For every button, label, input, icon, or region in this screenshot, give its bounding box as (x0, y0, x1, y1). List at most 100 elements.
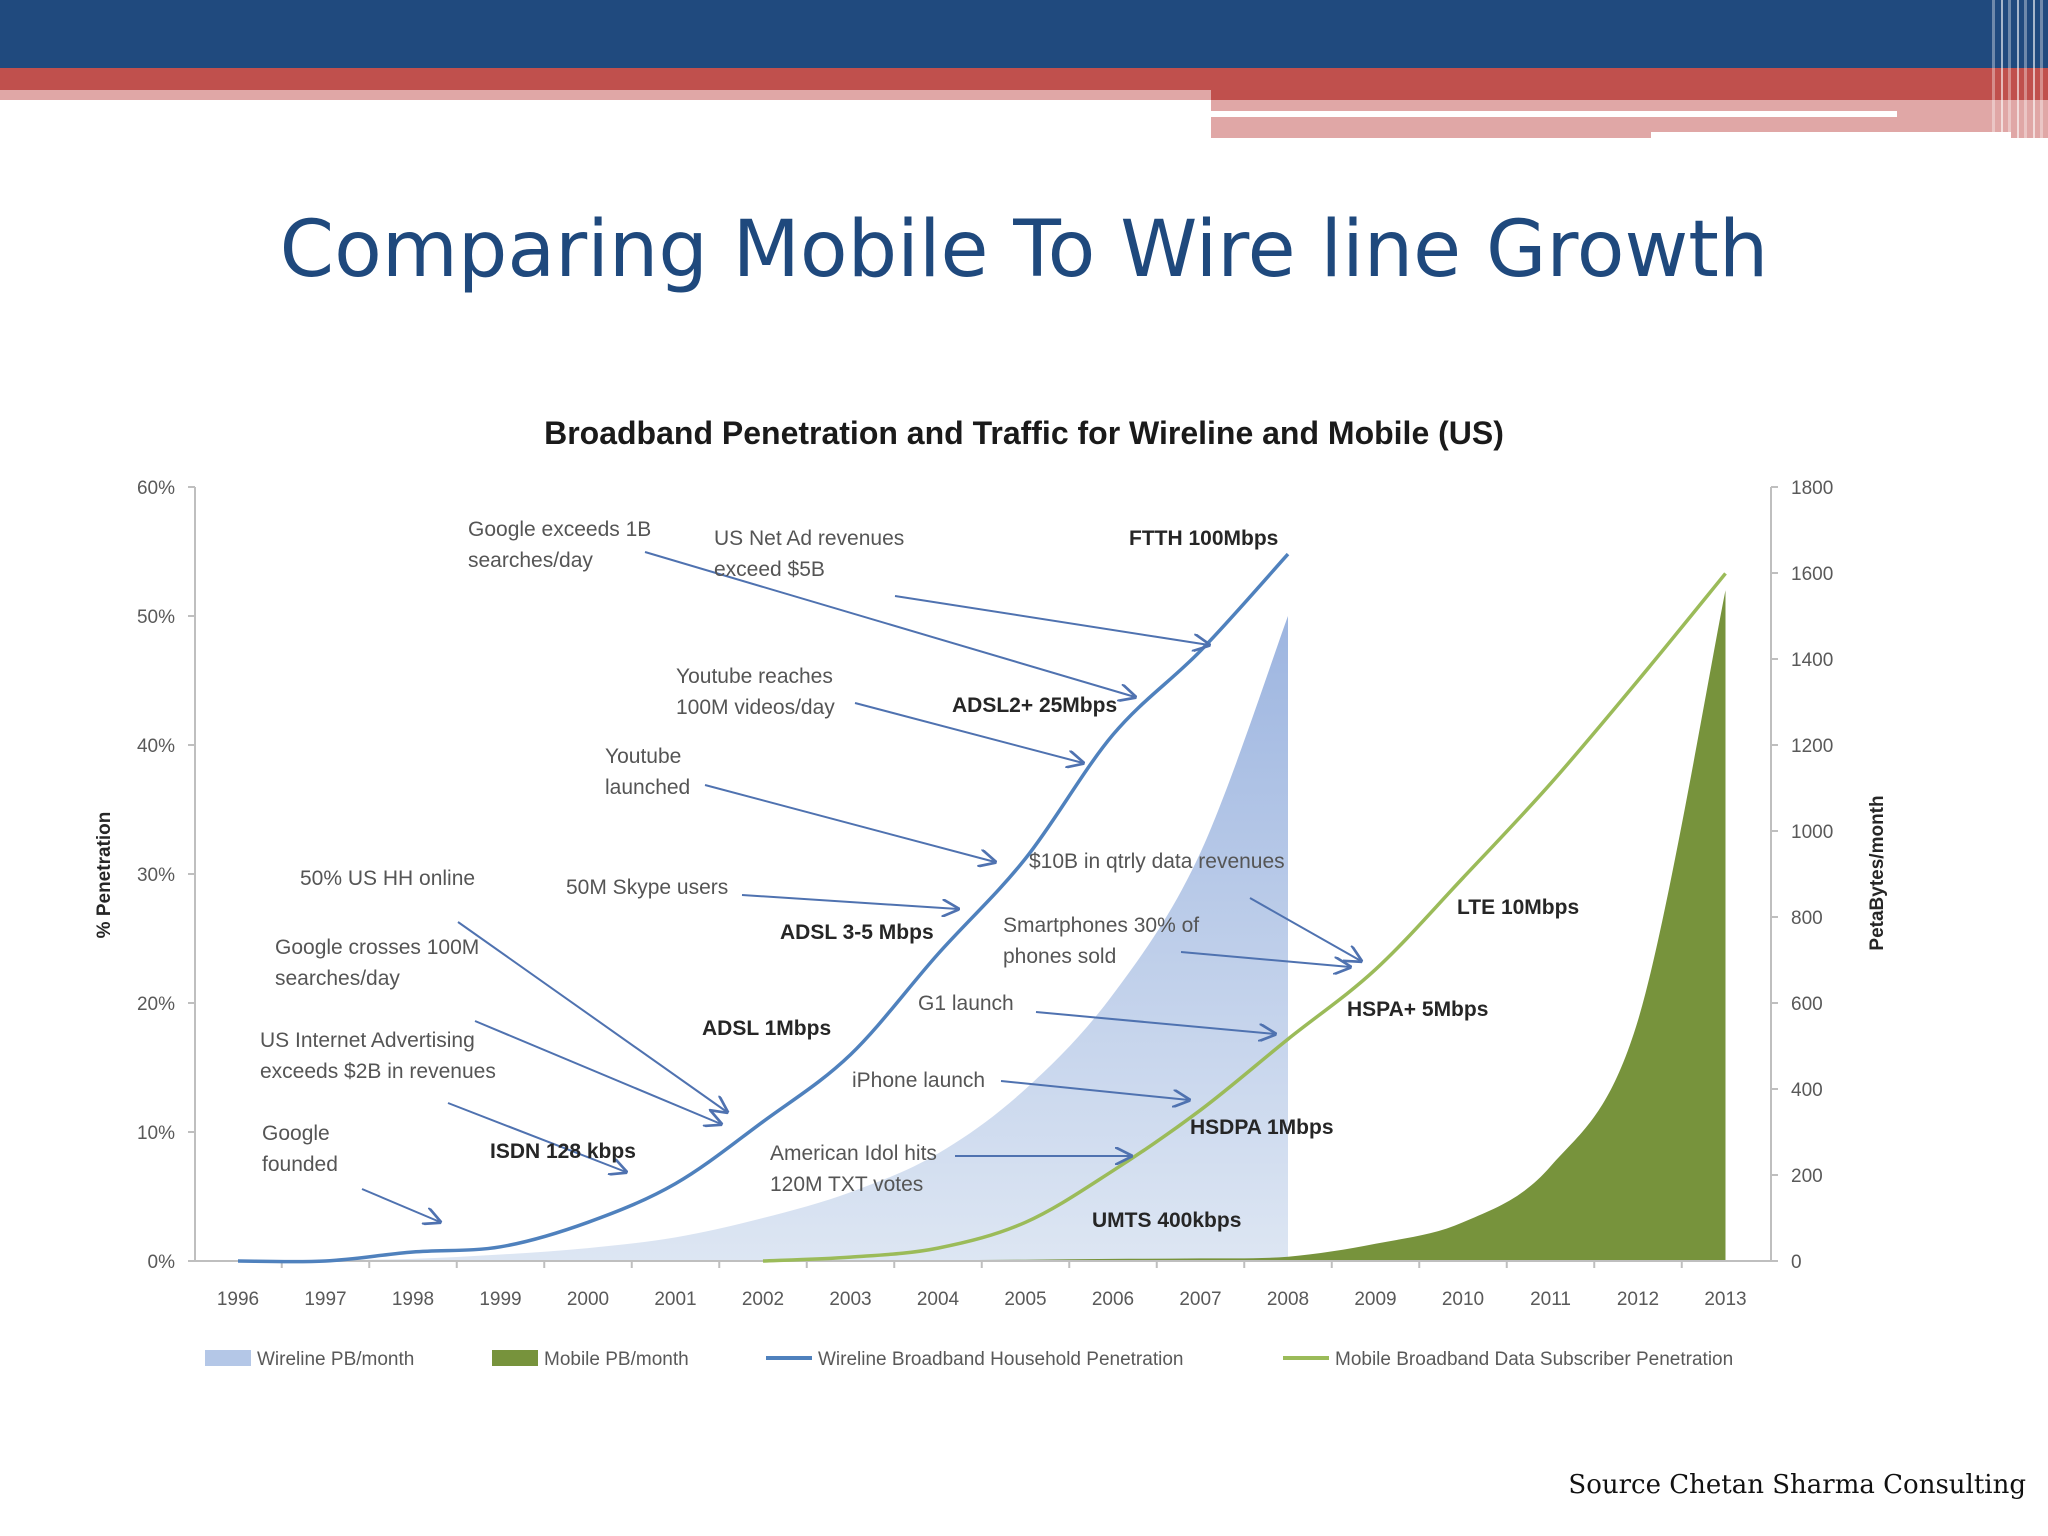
legend: Wireline PB/month Mobile PB/month Wireline… (205, 1349, 1733, 1370)
x-tick-label: 2011 (1530, 1289, 1571, 1310)
x-tick-label: 1999 (479, 1289, 521, 1310)
tech-label-umts: UMTS 400kbps (1092, 1209, 1241, 1232)
annotation-smartphones: Smartphones 30% of (1003, 914, 1199, 937)
annotation-arrow (854, 702, 1083, 763)
y2-tick-label: 1600 (1791, 564, 1833, 585)
annotation-hh_online: 50% US HH online (300, 867, 475, 890)
annotation-data_revenues: $10B in qtrly data revenues (1029, 850, 1285, 873)
annotation-arrow (361, 1188, 440, 1222)
y-tick-label: 30% (137, 865, 175, 886)
y2-tick-label: 1200 (1791, 736, 1833, 757)
y2-tick-label: 200 (1791, 1166, 1823, 1187)
y-tick-label: 20% (137, 994, 175, 1015)
annotation-google_1b: Google exceeds 1B (468, 518, 651, 541)
header-white-line (1211, 111, 1897, 117)
annotation-youtube_launched: Youtube (605, 745, 681, 768)
line-series (237, 552, 1727, 1264)
y-tick-label: 50% (137, 607, 175, 628)
y-axis-label: % Penetration (94, 812, 115, 939)
x-tick-label: 2009 (1354, 1289, 1396, 1310)
legend-label: Mobile PB/month (544, 1349, 689, 1370)
chart-title: Broadband Penetration and Traffic for Wi… (544, 415, 1504, 451)
tech-label-adsl2: ADSL2+ 25Mbps (952, 694, 1117, 717)
y2-tick-label: 1400 (1791, 650, 1833, 671)
annotation-youtube_100m: 100M videos/day (676, 696, 835, 719)
header-stripes (1992, 0, 2048, 138)
y-tick-label: 10% (137, 1123, 175, 1144)
header-white-step (1651, 132, 2011, 140)
x-tick-label: 2013 (1704, 1289, 1746, 1310)
y2-tick-label: 600 (1791, 994, 1823, 1015)
x-tick-label: 1998 (392, 1289, 434, 1310)
annotation-net_ad_5b: US Net Ad revenues (714, 527, 904, 550)
x-tick-label: 2010 (1442, 1289, 1484, 1310)
wireline-pb-area (238, 616, 1288, 1261)
x-tick-label: 2006 (1092, 1289, 1134, 1310)
annotation-arrow (474, 1020, 721, 1124)
tech-label-adsl1: ADSL 1Mbps (702, 1017, 831, 1040)
annotation-arrow (1035, 1011, 1275, 1034)
annotation-american_idol: 120M TXT votes (770, 1173, 923, 1196)
tech-label-ftth: FTTH 100Mbps (1129, 527, 1278, 550)
header-pink-band-right (1211, 100, 2048, 138)
annotation-net_ad_5b: exceed $5B (714, 558, 825, 581)
x-tick-label: 2003 (829, 1289, 871, 1310)
annotation-arrow (447, 1102, 626, 1172)
area-series (238, 590, 1726, 1261)
annotation-skype: 50M Skype users (566, 876, 728, 899)
x-tick-label: 2008 (1267, 1289, 1309, 1310)
legend-label: Wireline Broadband Household Penetration (818, 1349, 1183, 1370)
annotation-iphone: iPhone launch (852, 1069, 985, 1092)
y2-tick-label: 800 (1791, 908, 1823, 929)
legend-label: Mobile Broadband Data Subscriber Penetra… (1335, 1349, 1733, 1370)
header-pink-band-left (0, 90, 1211, 100)
y2-tick-label: 0 (1791, 1252, 1802, 1273)
annotation-arrow (1000, 1080, 1189, 1100)
y2-axis-label: PetaBytes/month (1867, 795, 1888, 950)
x-tick-label: 1996 (217, 1289, 259, 1310)
annotation-google_100m: Google crosses 100M (275, 936, 479, 959)
tech-label-lte: LTE 10Mbps (1457, 896, 1579, 919)
x-tick-label: 2007 (1179, 1289, 1221, 1310)
annotation-arrow (644, 551, 1135, 697)
annotation-google_founded: Google (262, 1122, 330, 1145)
annotation-arrow (1249, 897, 1361, 961)
annotation-arrow (741, 894, 958, 909)
axes: 0% 10% 20% 30% 40% 50% 60% 0 200 400 600 800 1000 120… (94, 478, 1888, 1310)
annotation-arrows (361, 551, 1361, 1222)
header-blue-band (0, 0, 2048, 68)
legend-label: Wireline PB/month (257, 1349, 414, 1370)
annotation-arrow (457, 921, 727, 1112)
x-tick-label: 1997 (304, 1289, 346, 1310)
legend-swatch (492, 1350, 538, 1366)
annotation-us_internet_advertising: exceeds $2B in revenues (260, 1060, 496, 1083)
y2-tick-label: 400 (1791, 1080, 1823, 1101)
annotation-google_founded: founded (262, 1153, 338, 1176)
tech-label-isdn: ISDN 128 kbps (490, 1140, 636, 1163)
y-tick-label: 0% (148, 1252, 176, 1273)
mobile-pb-area (763, 590, 1726, 1261)
annotation-arrow (894, 595, 1209, 645)
annotation-arrow (1180, 951, 1350, 967)
annotation-arrow (704, 784, 995, 862)
x-tick-label: 2012 (1617, 1289, 1659, 1310)
annotation-google_100m: searches/day (275, 967, 400, 990)
mobile-penetration-line (762, 572, 1727, 1263)
annotation-american_idol: American Idol hits (770, 1142, 937, 1165)
y-tick-label: 60% (137, 478, 175, 499)
source-credit: Source Chetan Sharma Consulting (1568, 1470, 2026, 1500)
x-tick-label: 2002 (742, 1289, 784, 1310)
annotation-texts: Google founded US Internet Advertising exce… (260, 518, 1579, 1232)
slide-title: Comparing Mobile To Wire line Growth (279, 205, 1769, 295)
annotation-us_internet_advertising: US Internet Advertising (260, 1029, 475, 1052)
x-tick-label: 2005 (1004, 1289, 1046, 1310)
legend-swatch (205, 1350, 251, 1366)
x-tick-label: 2004 (917, 1289, 960, 1310)
x-tick-label: 2000 (567, 1289, 609, 1310)
annotation-youtube_launched: launched (605, 776, 690, 799)
tech-label-hsdpa: HSDPA 1Mbps (1190, 1116, 1334, 1139)
y2-tick-label: 1800 (1791, 478, 1833, 499)
annotation-smartphones: phones sold (1003, 945, 1116, 968)
annotation-google_1b: searches/day (468, 549, 593, 572)
